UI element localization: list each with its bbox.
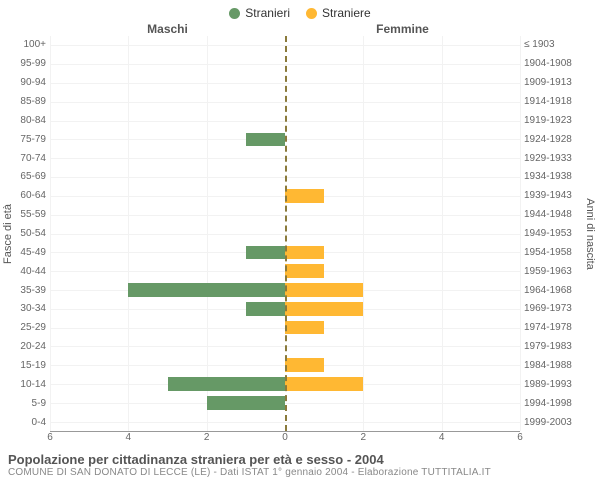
legend-label-male: Stranieri [245,6,290,20]
y-axis-title-left: Fasce di età [2,204,14,264]
plot [50,36,520,432]
y-tick-age: 40-44 [20,262,46,281]
legend-item-male: Stranieri [229,6,290,20]
bar-female [285,321,324,335]
x-axis-plot: 6 4 2 0 2 4 6 [50,432,520,448]
y-tick-birth: 1954-1958 [524,243,572,262]
y-tick-birth: 1999-2003 [524,413,572,432]
y-tick-age: 80-84 [20,111,46,130]
x-tick: 2 [361,432,367,443]
y-tick-birth: 1939-1943 [524,187,572,206]
legend-label-female: Straniere [322,6,371,20]
y-tick-age: 65-69 [20,168,46,187]
y-tick-birth: 1964-1968 [524,281,572,300]
y-tick-age: 0-4 [32,413,46,432]
y-tick-age: 60-64 [20,187,46,206]
y-tick-age: 70-74 [20,149,46,168]
bar-female [285,358,324,372]
y-tick-age: 50-54 [20,225,46,244]
x-tick: 2 [204,432,210,443]
y-tick-birth: ≤ 1903 [524,36,555,55]
legend-item-female: Straniere [306,6,371,20]
bar-male [246,302,285,316]
y-tick-birth: 1909-1913 [524,74,572,93]
y-tick-birth: 1944-1948 [524,206,572,225]
gridline [50,36,51,431]
y-tick-age: 95-99 [20,55,46,74]
y-tick-birth: 1919-1923 [524,111,572,130]
gridline [128,36,129,431]
gridline [442,36,443,431]
x-tick: 4 [439,432,445,443]
y-tick-birth: 1984-1988 [524,357,572,376]
y-tick-birth: 1994-1998 [524,394,572,413]
y-tick-age: 90-94 [20,74,46,93]
y-tick-birth: 1904-1908 [524,55,572,74]
header-male: Maschi [0,22,285,36]
y-tick-birth: 1929-1933 [524,149,572,168]
x-tick: 4 [126,432,132,443]
bar-male [246,133,285,147]
bar-female [285,283,363,297]
y-tick-age: 100+ [23,36,46,55]
panel-headers: Maschi Femmine [0,22,600,36]
y-tick-age: 10-14 [20,375,46,394]
header-female: Femmine [285,22,600,36]
center-line [285,36,287,431]
bar-female [285,377,363,391]
legend-swatch-female [306,8,317,19]
y-tick-birth: 1914-1918 [524,93,572,112]
legend-swatch-male [229,8,240,19]
bar-female [285,246,324,260]
x-tick: 0 [282,432,288,443]
y-tick-birth: 1989-1993 [524,375,572,394]
gridline [520,36,521,431]
y-tick-age: 25-29 [20,319,46,338]
y-tick-birth: 1949-1953 [524,225,572,244]
legend: Stranieri Straniere [0,0,600,22]
bar-female [285,302,363,316]
y-tick-birth: 1959-1963 [524,262,572,281]
y-tick-age: 45-49 [20,243,46,262]
y-tick-birth: 1934-1938 [524,168,572,187]
y-tick-birth: 1969-1973 [524,300,572,319]
chart-area: Fasce di età Anni di nascita 100+95-9990… [0,36,600,432]
y-tick-age: 75-79 [20,130,46,149]
x-tick: 6 [517,432,523,443]
gridline [363,36,364,431]
bar-male [207,396,285,410]
bar-male [128,283,285,297]
bar-male [168,377,286,391]
y-tick-age: 30-34 [20,300,46,319]
chart-title: Popolazione per cittadinanza straniera p… [8,452,592,467]
gridline [207,36,208,431]
y-tick-age: 15-19 [20,357,46,376]
bar-female [285,189,324,203]
y-axis-title-right: Anni di nascita [584,198,596,270]
y-tick-age: 5-9 [32,394,46,413]
y-tick-age: 85-89 [20,93,46,112]
y-tick-birth: 1924-1928 [524,130,572,149]
bar-male [246,246,285,260]
y-tick-birth: 1974-1978 [524,319,572,338]
y-tick-age: 55-59 [20,206,46,225]
x-tick: 6 [47,432,53,443]
y-tick-age: 20-24 [20,338,46,357]
y-tick-age: 35-39 [20,281,46,300]
y-tick-birth: 1979-1983 [524,338,572,357]
footer: Popolazione per cittadinanza straniera p… [0,448,600,478]
chart-subtitle: COMUNE DI SAN DONATO DI LECCE (LE) - Dat… [8,467,592,478]
bar-female [285,264,324,278]
x-axis: 6 4 2 0 2 4 6 [0,432,600,448]
